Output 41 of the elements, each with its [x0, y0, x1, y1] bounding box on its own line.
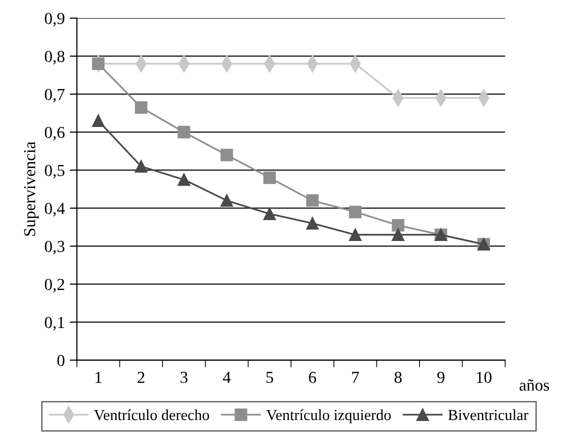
point	[392, 219, 404, 232]
x-tick-label: 1	[96, 372, 102, 383]
point	[392, 228, 404, 242]
point	[178, 126, 190, 138]
x-tick-label: 7	[352, 372, 359, 383]
y-axis-title: Supervivencia	[24, 142, 39, 236]
point	[92, 58, 105, 70]
point	[263, 172, 276, 184]
y-tick-label: 0,6	[44, 126, 65, 141]
x-tick-label: 3	[180, 372, 188, 383]
point	[306, 217, 319, 230]
point	[263, 208, 276, 220]
x-tick-label: 5	[266, 372, 274, 383]
point	[220, 148, 234, 162]
point	[349, 228, 362, 242]
y-tick-label: 0,7	[44, 88, 65, 103]
y-tick-label: 0,4	[44, 202, 65, 217]
x-tick-label: 9	[437, 372, 444, 383]
x-axis-title: años	[520, 379, 550, 391]
legend-label: Biventricular	[448, 409, 528, 420]
point	[134, 101, 148, 114]
point	[349, 206, 362, 218]
point	[92, 114, 105, 128]
x-tick-label: 10	[476, 372, 492, 383]
point	[134, 160, 148, 173]
y-tick-label: 0,1	[44, 316, 64, 331]
y-tick-label: 0,3	[44, 240, 64, 255]
point	[306, 194, 319, 207]
point	[178, 173, 190, 186]
x-tick-label: 6	[308, 372, 316, 383]
y-tick-label: 0,8	[44, 50, 64, 65]
y-tick-label: 0	[57, 354, 64, 366]
point	[220, 194, 234, 207]
x-tick-label: 2	[138, 372, 144, 383]
x-tick-label: 4	[222, 372, 231, 383]
y-tick-label: 0,9	[44, 12, 64, 27]
x-tick-label: 8	[394, 372, 402, 383]
legend-label: Ventrículo derecho	[94, 409, 210, 420]
legend-label: Ventrículo izquierdo	[266, 409, 391, 424]
y-tick-label: 0,5	[44, 164, 64, 179]
y-tick-label: 0,2	[44, 278, 64, 293]
